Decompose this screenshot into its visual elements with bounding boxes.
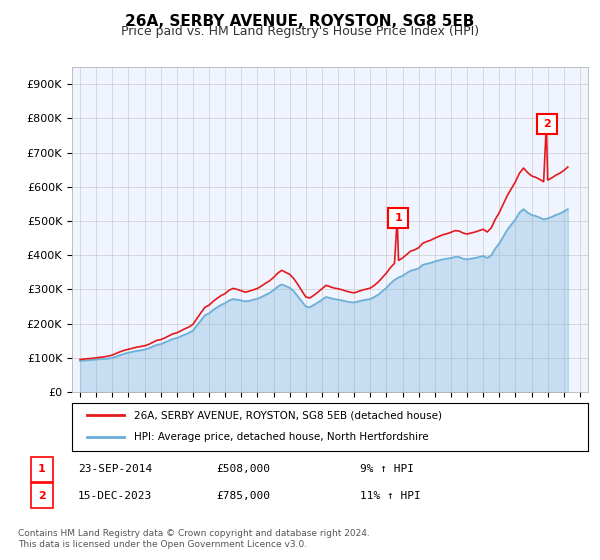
Text: 26A, SERBY AVENUE, ROYSTON, SG8 5EB (detached house): 26A, SERBY AVENUE, ROYSTON, SG8 5EB (det… — [134, 410, 442, 420]
Text: Contains HM Land Registry data © Crown copyright and database right 2024.
This d: Contains HM Land Registry data © Crown c… — [18, 529, 370, 549]
Text: Price paid vs. HM Land Registry's House Price Index (HPI): Price paid vs. HM Land Registry's House … — [121, 25, 479, 38]
Text: 1: 1 — [394, 213, 402, 223]
Text: 11% ↑ HPI: 11% ↑ HPI — [360, 491, 421, 501]
Text: 2: 2 — [38, 491, 46, 501]
FancyBboxPatch shape — [31, 483, 53, 508]
Text: 2: 2 — [543, 119, 551, 129]
Text: £508,000: £508,000 — [216, 464, 270, 474]
Text: 15-DEC-2023: 15-DEC-2023 — [78, 491, 152, 501]
Text: 9% ↑ HPI: 9% ↑ HPI — [360, 464, 414, 474]
FancyBboxPatch shape — [31, 457, 53, 482]
Text: 23-SEP-2014: 23-SEP-2014 — [78, 464, 152, 474]
Text: HPI: Average price, detached house, North Hertfordshire: HPI: Average price, detached house, Nort… — [134, 432, 428, 442]
Text: 26A, SERBY AVENUE, ROYSTON, SG8 5EB: 26A, SERBY AVENUE, ROYSTON, SG8 5EB — [125, 14, 475, 29]
Text: £785,000: £785,000 — [216, 491, 270, 501]
Text: 1: 1 — [38, 464, 46, 474]
